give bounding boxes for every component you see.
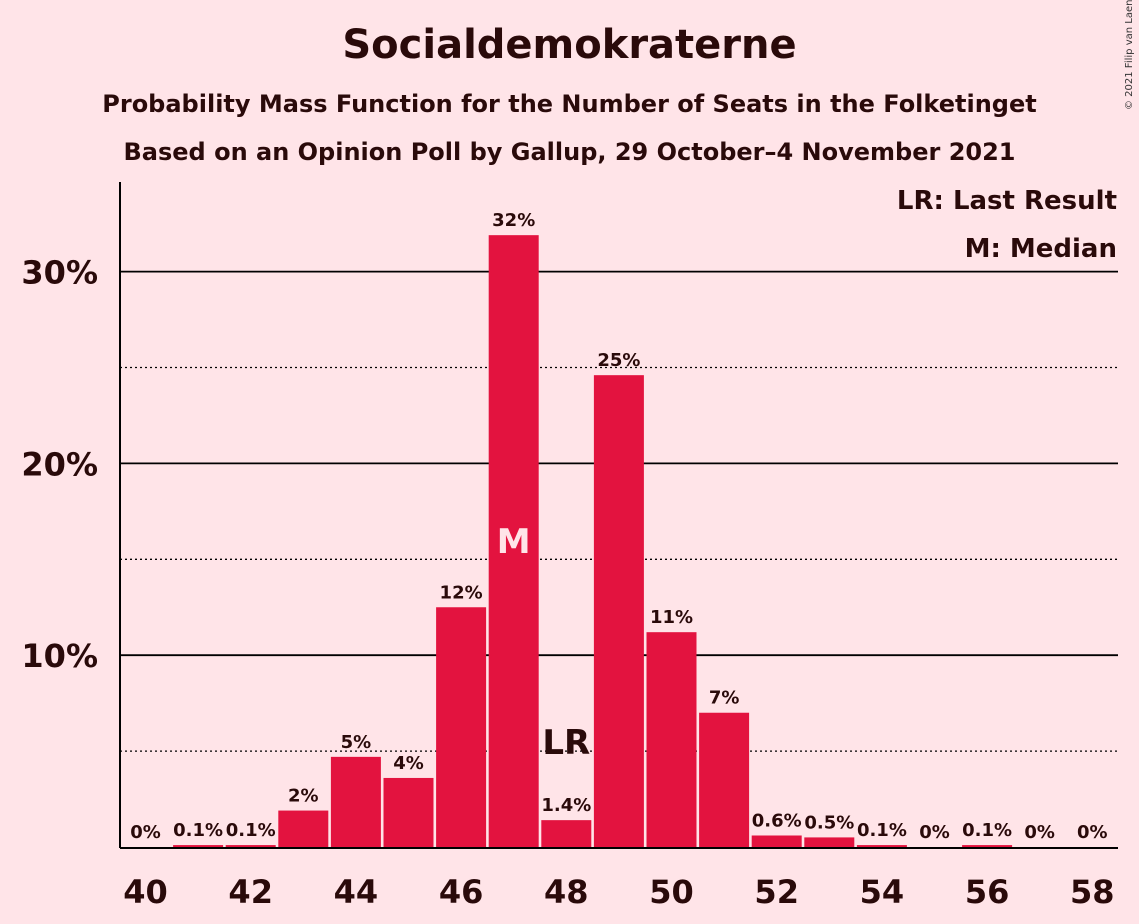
data-label: 0% [1024,822,1055,843]
data-label: 0.1% [226,820,276,841]
bar-seat-52 [751,835,802,847]
x-tick-label: 54 [860,873,905,911]
data-label: 25% [597,350,640,371]
bar-seat-50 [646,632,697,847]
legend-last-result: LR: Last Result [897,186,1117,216]
data-label: 0% [919,822,950,843]
x-tick-label: 56 [965,873,1010,911]
x-tick-label: 48 [544,873,589,911]
x-tick-label: 42 [228,873,273,911]
data-label: 5% [341,732,372,753]
bar-seat-44 [330,756,381,847]
y-tick-label: 10% [21,637,98,675]
data-label: 0.1% [173,820,223,841]
x-tick-label: 44 [334,873,379,911]
data-label: 32% [492,210,535,231]
data-label: 0% [1077,822,1108,843]
data-label: 4% [393,753,424,774]
data-label: 1.4% [541,795,591,816]
chart-title: Socialdemokraterne [342,22,797,68]
x-tick-label: 52 [754,873,799,911]
data-label: 0% [130,822,161,843]
x-tick-label: 50 [649,873,694,911]
bar-seat-48 [541,820,592,847]
bar-seat-41 [173,845,224,847]
bar-seat-45 [383,777,434,847]
bar-seat-46 [436,607,487,847]
chart-subtitle: Probability Mass Function for the Number… [102,90,1037,118]
bar-seat-49 [593,375,644,847]
bar-seat-51 [699,712,750,847]
x-tick-label: 40 [123,873,168,911]
bar-seat-47 [488,235,539,847]
data-label: 0.5% [804,812,854,833]
bar-seat-42 [225,845,276,847]
y-tick-label: 20% [21,445,98,483]
median-marker: M [497,522,531,562]
data-label: 7% [709,688,740,709]
data-label: 12% [440,582,483,603]
data-label: 0.1% [857,820,907,841]
data-label: 2% [288,786,319,807]
bar-seat-56 [962,845,1013,847]
bar-seat-43 [278,810,329,847]
bar-seat-54 [856,845,907,847]
x-tick-label: 46 [439,873,484,911]
chart-source-subtitle: Based on an Opinion Poll by Gallup, 29 O… [123,138,1016,166]
last-result-marker: LR [542,723,590,763]
y-tick-label: 30% [21,254,98,292]
data-label: 0.1% [962,820,1012,841]
x-tick-label: 58 [1070,873,1115,911]
data-label: 11% [650,607,693,628]
data-label: 0.6% [752,810,802,831]
bar-seat-53 [804,837,855,847]
legend-median: M: Median [965,234,1117,264]
